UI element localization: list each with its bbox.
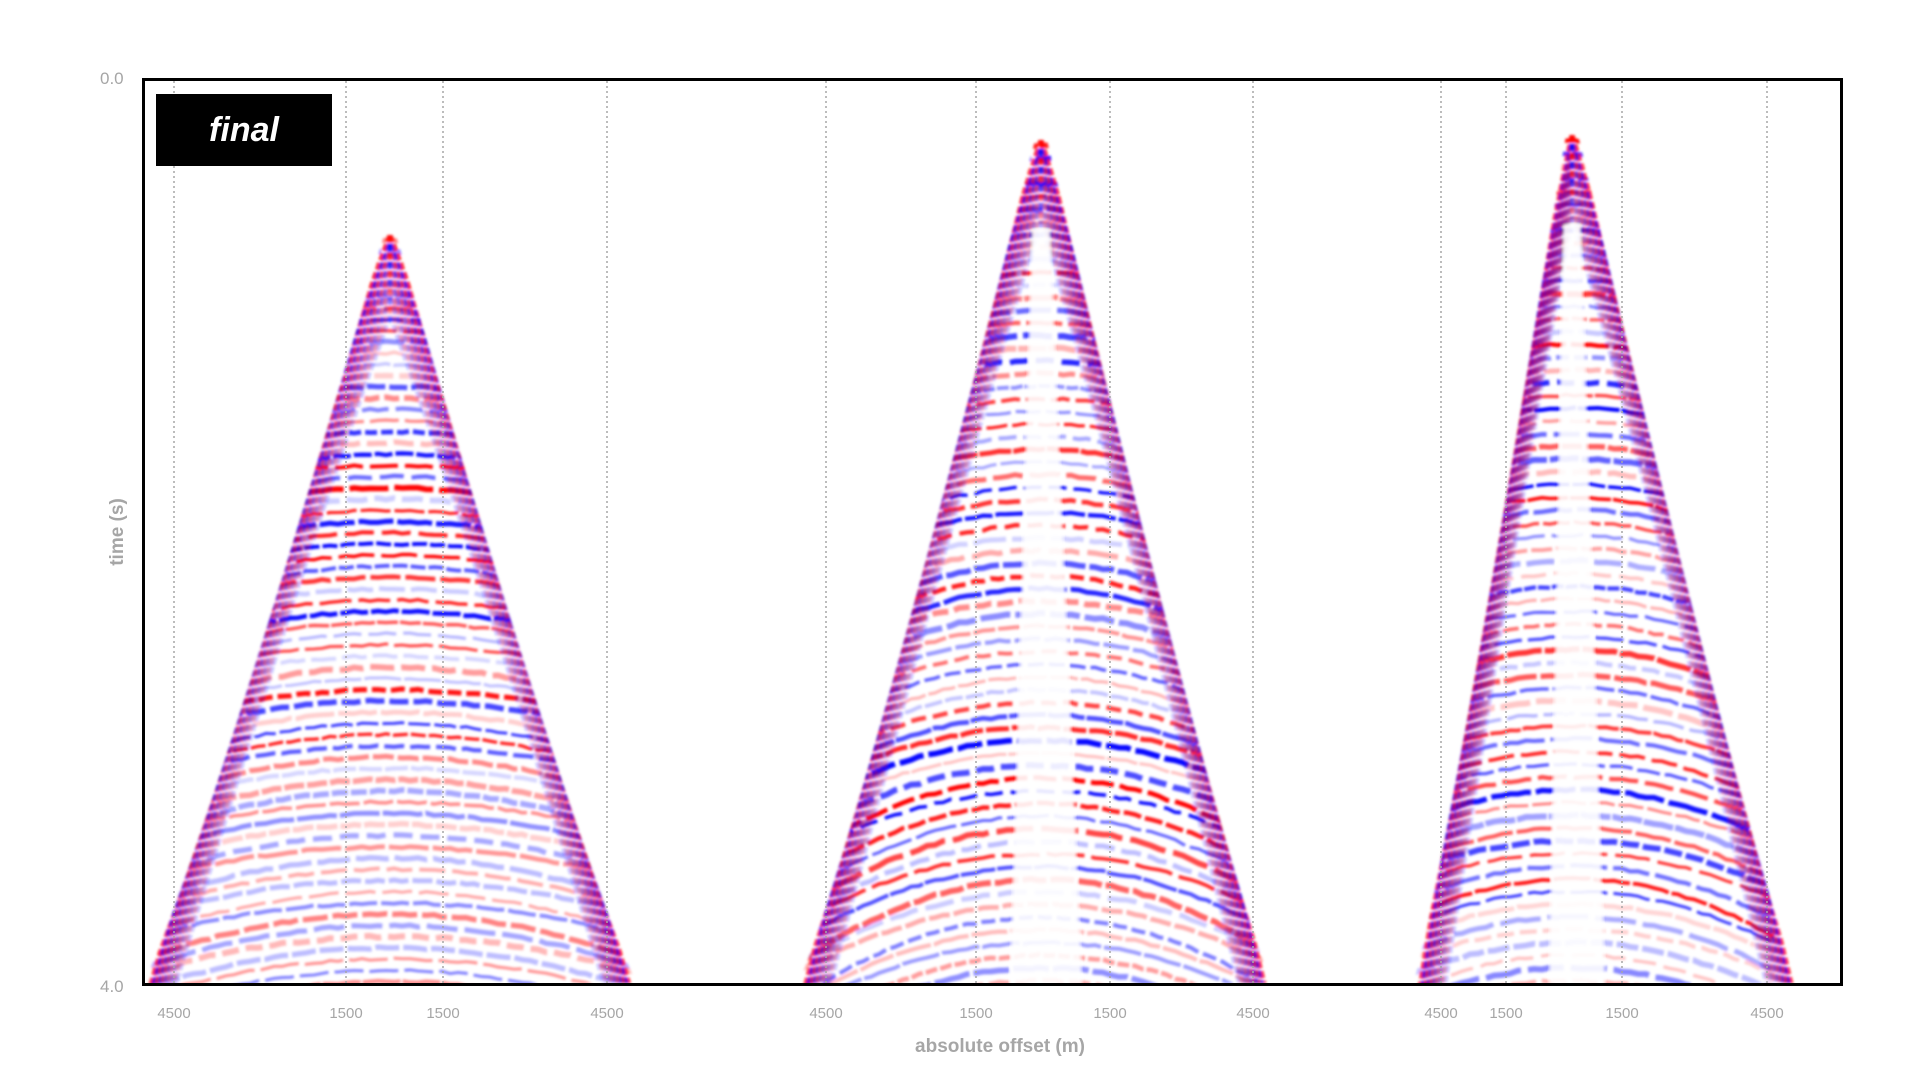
panel-tag: final xyxy=(156,94,332,166)
xtick-label: 4500 xyxy=(1236,1005,1270,1022)
xtick-label: 4500 xyxy=(590,1005,624,1022)
plot-frame xyxy=(142,78,1843,986)
xtick-label: 1500 xyxy=(329,1005,363,1022)
y-axis-label: time (s) xyxy=(107,498,128,566)
xtick-label: 4500 xyxy=(1750,1005,1784,1022)
x-axis-label: absolute offset (m) xyxy=(915,1036,1085,1057)
xtick-label: 1500 xyxy=(1489,1005,1523,1022)
ytick-top: 0.0 xyxy=(100,69,124,88)
ytick-bottom: 4.0 xyxy=(100,977,124,996)
xtick-label: 4500 xyxy=(1424,1005,1458,1022)
xtick-label: 1500 xyxy=(426,1005,460,1022)
xtick-label: 1500 xyxy=(1093,1005,1127,1022)
xtick-label: 1500 xyxy=(1605,1005,1639,1022)
xtick-label: 4500 xyxy=(809,1005,843,1022)
xtick-label: 4500 xyxy=(157,1005,191,1022)
xtick-label: 1500 xyxy=(959,1005,993,1022)
